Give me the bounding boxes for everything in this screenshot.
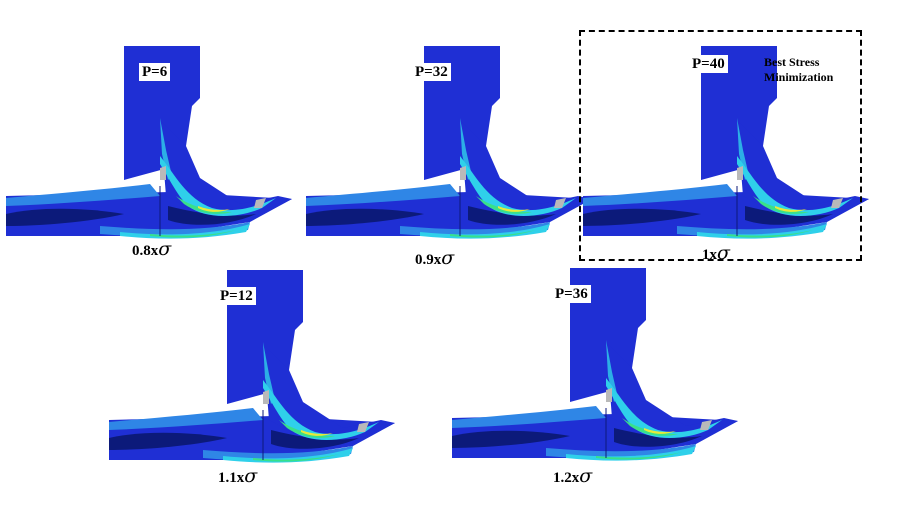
- yellow-peak: [301, 430, 333, 436]
- cyan-contour: [737, 156, 853, 216]
- green-bottom: [150, 230, 236, 238]
- panel-2-p-label: P=32: [412, 63, 451, 81]
- dark-band-right: [468, 206, 556, 225]
- best-stress-line-2: Minimization: [764, 70, 834, 84]
- dark-band-left: [306, 208, 424, 226]
- mid-zone-upper: [306, 184, 460, 206]
- dark-band-left: [583, 208, 701, 226]
- panel-5-caption: 1.2xσ: [553, 465, 592, 487]
- yellow-peak: [498, 206, 530, 212]
- panel-5-caption-num: 1.2: [553, 470, 572, 486]
- void-left: [460, 166, 466, 180]
- web-streak: [263, 342, 275, 404]
- panel-5-caption-x: x: [571, 470, 580, 486]
- green-bottom: [253, 454, 339, 462]
- panel-3-caption-x: x: [709, 247, 718, 263]
- dark-band-right: [745, 206, 833, 225]
- void-right: [700, 420, 712, 430]
- fillet-body: [160, 120, 292, 218]
- panel-2-caption-x: x: [433, 252, 442, 268]
- yellow-peak: [644, 428, 676, 434]
- panel-3-sigma-symbol: σ: [717, 242, 730, 264]
- mid-zone-upper: [109, 408, 263, 430]
- cyan-contour: [160, 156, 276, 216]
- dark-band-right: [614, 428, 702, 447]
- green-bottom: [596, 452, 682, 460]
- best-stress-line-1: Best Stress: [764, 55, 820, 69]
- mid-zone-upper: [583, 184, 737, 206]
- panel-1-caption-x: x: [150, 243, 159, 259]
- dark-band-right: [271, 430, 359, 449]
- panel-4-caption-num: 1.1: [218, 470, 237, 486]
- panel-2-caption-num: 0.9: [415, 252, 434, 268]
- green-bottom: [450, 230, 536, 238]
- void-left: [606, 388, 612, 402]
- panel-2-sigma-symbol: σ: [441, 247, 455, 269]
- cyan-contour: [606, 378, 722, 438]
- panel-4-p-label: P=12: [217, 287, 256, 305]
- dark-band-right: [168, 206, 256, 225]
- panel-5-p-label: P=36: [552, 285, 591, 303]
- web-streak: [606, 340, 618, 402]
- void-right: [831, 198, 843, 208]
- mid-zone-upper: [452, 406, 606, 428]
- best-stress-label: Best Stress Minimization: [764, 55, 833, 85]
- panel-3-p-label: P=40: [689, 55, 728, 73]
- panel-1-p-label: P=6: [139, 63, 171, 81]
- panel-2-caption: 0.9xσ: [415, 247, 454, 269]
- stress-plot-2: [306, 46, 592, 239]
- void-left: [160, 166, 166, 180]
- fillet-body: [263, 344, 395, 442]
- dark-band-left: [6, 208, 124, 226]
- stress-plot-3: [583, 46, 869, 239]
- panel-1-caption: 0.8xσ: [132, 238, 171, 260]
- fillet-body: [460, 120, 592, 218]
- panel-5-sigma-symbol: σ: [579, 465, 593, 487]
- green-bottom: [727, 230, 813, 238]
- cyan-contour: [263, 380, 379, 440]
- void-right: [554, 198, 566, 208]
- fillet-body: [606, 342, 738, 440]
- mid-zone-upper: [6, 184, 160, 206]
- yellow-peak: [198, 206, 230, 212]
- dark-band-left: [109, 432, 227, 450]
- cyan-contour: [460, 156, 576, 216]
- yellow-peak: [775, 206, 807, 212]
- best-result-highlight-box: [579, 30, 862, 261]
- void-right: [254, 198, 266, 208]
- panel-1-caption-num: 0.8: [132, 243, 151, 259]
- web-streak: [737, 118, 749, 180]
- void-left: [737, 166, 743, 180]
- void-left: [263, 390, 269, 404]
- panel-3-caption-num: 1: [702, 247, 710, 263]
- panel-1-sigma-symbol: σ: [158, 238, 172, 260]
- fillet-body: [737, 120, 869, 218]
- panel-4-caption-x: x: [236, 470, 245, 486]
- void-right: [357, 422, 369, 432]
- web-streak: [460, 118, 472, 180]
- panel-4-sigma-symbol: σ: [244, 465, 258, 487]
- panel-4-caption: 1.1xσ: [218, 465, 257, 487]
- web-streak: [160, 118, 172, 180]
- dark-band-left: [452, 430, 570, 448]
- panel-3-caption: 1xσ: [702, 242, 730, 264]
- stress-plot-5: [452, 268, 738, 461]
